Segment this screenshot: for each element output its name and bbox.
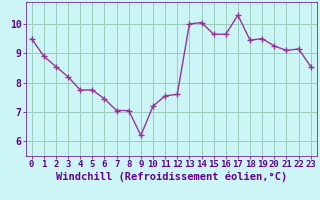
X-axis label: Windchill (Refroidissement éolien,°C): Windchill (Refroidissement éolien,°C) bbox=[56, 172, 287, 182]
